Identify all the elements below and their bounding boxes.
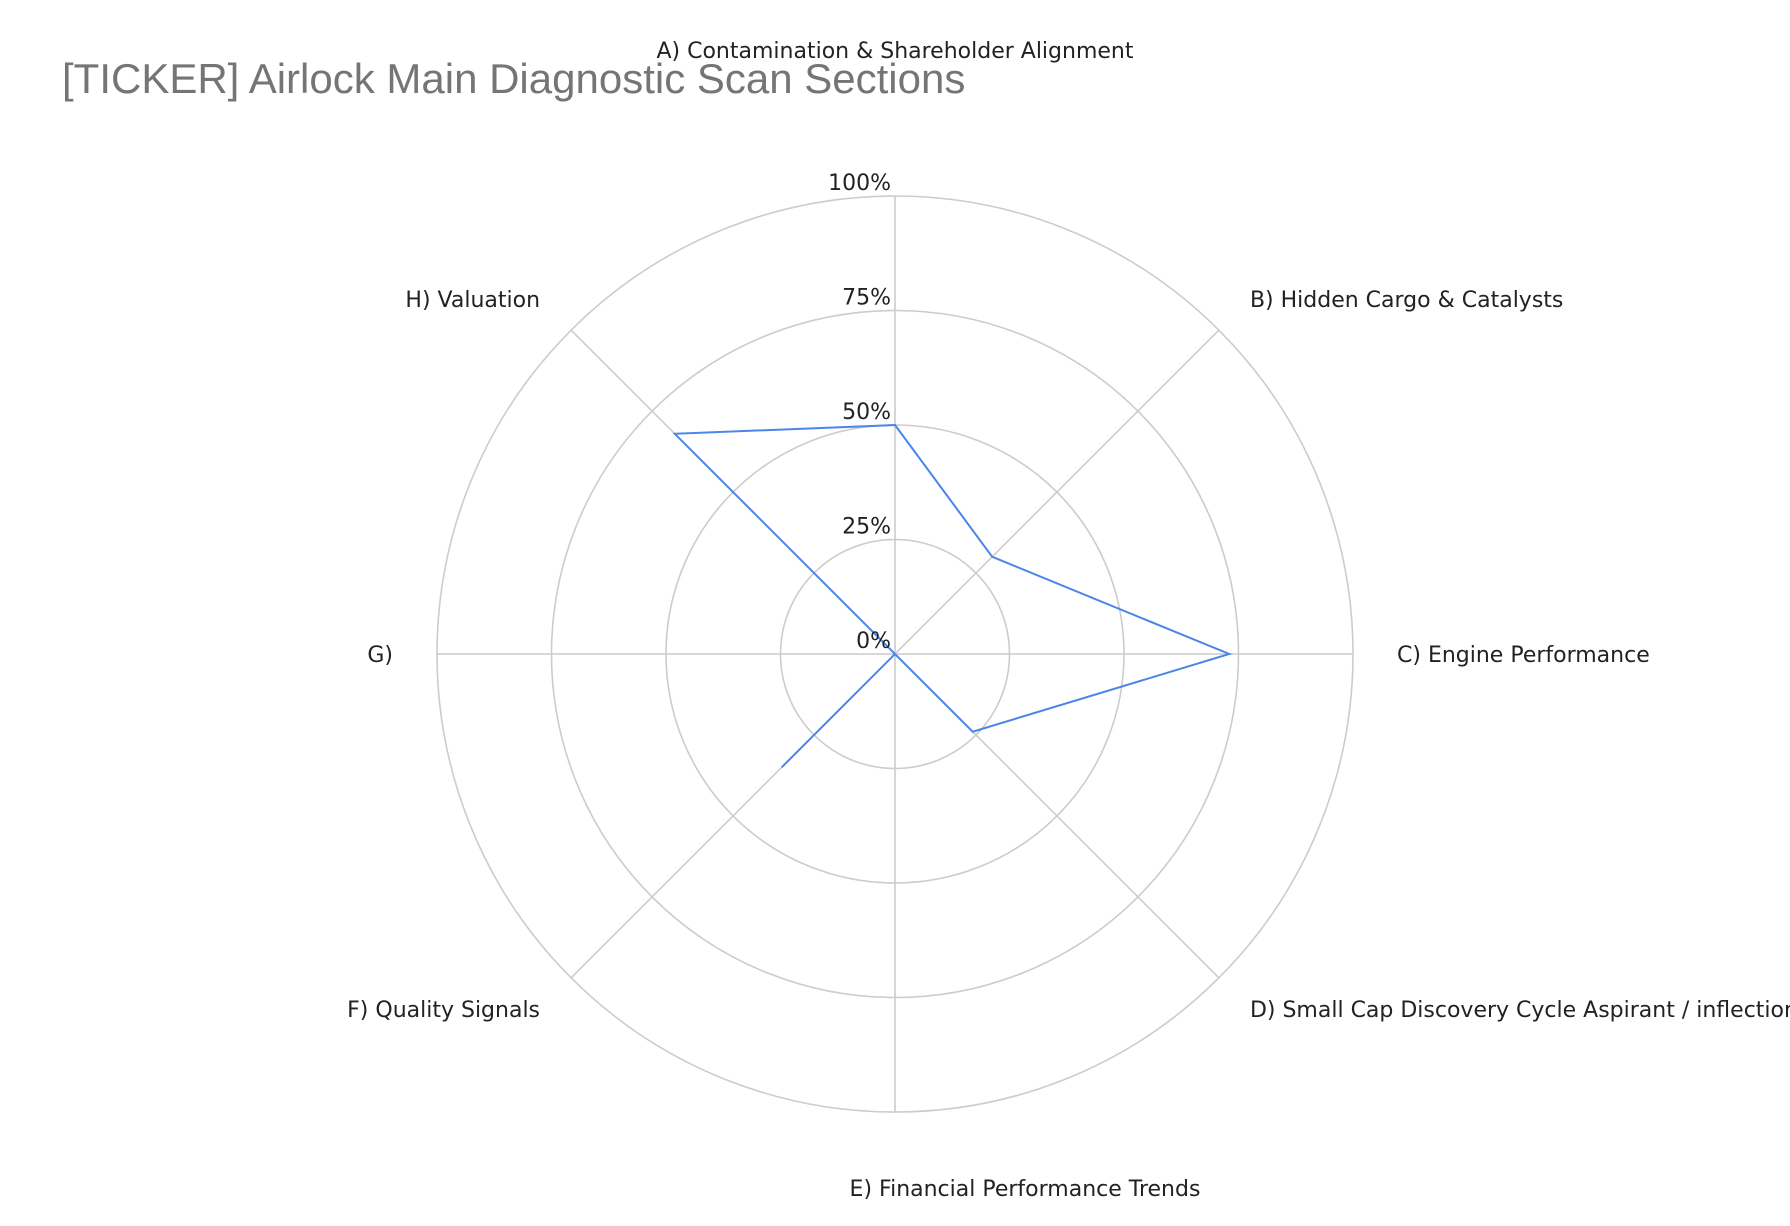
axis-label-layer: A) Contamination & Shareholder Alignment… <box>347 39 1790 1202</box>
tick-label-0: 0% <box>856 629 891 654</box>
series-0-line <box>672 423 1233 769</box>
axis-label-g: G) <box>367 643 393 668</box>
series-layer <box>672 423 1233 769</box>
spoke-b <box>894 329 1220 655</box>
axis-label-h: H) Valuation <box>405 288 540 313</box>
axis-label-a: A) Contamination & Shareholder Alignment <box>656 39 1133 64</box>
axis-label-f: F) Quality Signals <box>347 998 540 1023</box>
tick-label-50: 50% <box>842 400 891 425</box>
axis-label-c: C) Engine Performance <box>1397 643 1650 668</box>
tick-label-100: 100% <box>828 171 891 196</box>
tick-label-layer: 0% 25% 50% 75% 100% <box>828 171 891 654</box>
tick-label-25: 25% <box>842 515 891 540</box>
axis-label-d: D) Small Cap Discovery Cycle Aspirant / … <box>1250 998 1790 1023</box>
tick-label-75: 75% <box>842 286 891 311</box>
axis-label-b: B) Hidden Cargo & Catalysts <box>1250 288 1563 313</box>
axis-label-e: E) Financial Performance Trends <box>850 1177 1201 1202</box>
chart-title: [TICKER] Airlock Main Diagnostic Scan Se… <box>62 55 965 102</box>
